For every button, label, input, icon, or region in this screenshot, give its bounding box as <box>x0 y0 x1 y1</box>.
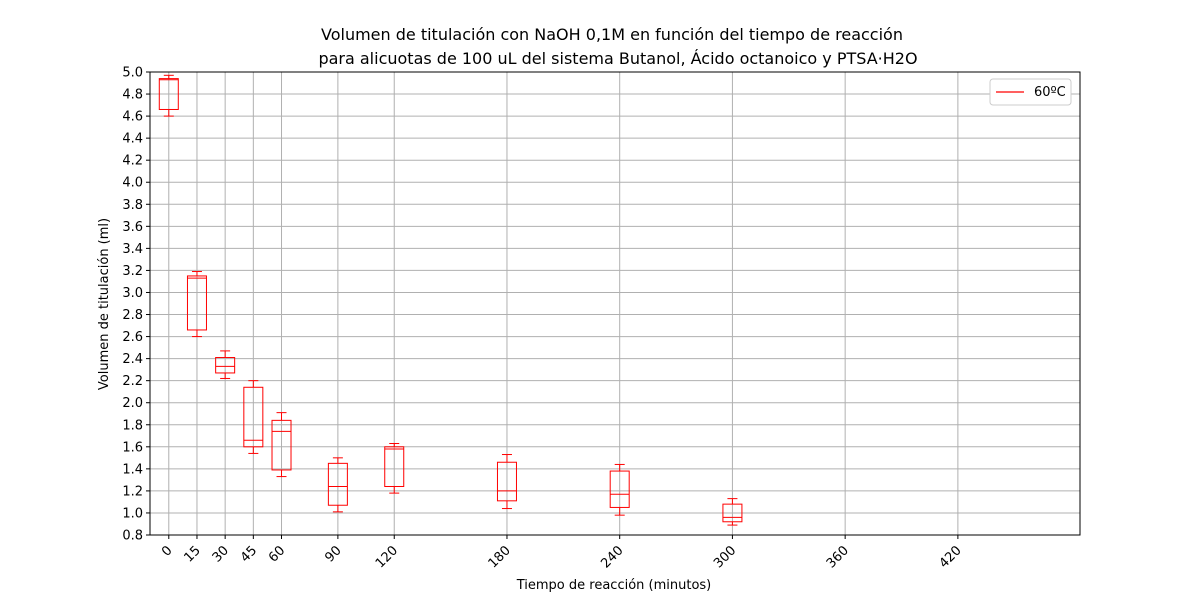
y-tick-label: 4.0 <box>122 176 143 191</box>
box-iqr <box>496 461 517 502</box>
y-tick-label: 1.8 <box>122 418 143 433</box>
legend-label: 60ºC <box>1034 85 1066 100</box>
y-tick-label: 3.8 <box>122 198 143 213</box>
box-60 <box>271 412 292 478</box>
plot-area-frame <box>149 71 1081 536</box>
legend-frame <box>989 78 1072 106</box>
box-iqr <box>609 470 630 508</box>
box-180 <box>496 454 517 510</box>
y-tick-label: 1.6 <box>122 440 143 455</box>
box-90 <box>327 457 348 513</box>
box-iqr <box>186 275 207 331</box>
y-tick-label: 2.4 <box>122 352 143 367</box>
box-iqr <box>722 503 743 523</box>
y-tick-label: 2.0 <box>122 396 143 411</box>
y-tick-label: 2.8 <box>122 308 143 323</box>
y-tick-label: 1.4 <box>122 462 143 477</box>
box-iqr <box>384 446 405 487</box>
y-tick-label: 2.6 <box>122 330 143 345</box>
y-tick-label: 0.8 <box>122 529 143 544</box>
y-axis-label: Volumen de titulación (ml) <box>97 218 112 390</box>
y-tick-label: 4.8 <box>122 88 143 103</box>
grid-lines <box>150 71 1080 536</box>
x-axis-label: Tiempo de reacción (minutos) <box>516 578 712 593</box>
box-240 <box>609 463 630 516</box>
legend: 60ºC <box>989 78 1072 106</box>
y-tick-label: 4.2 <box>122 154 143 169</box>
y-axis-ticks: 0.8 1.0 1.2 1.4 1.6 1.8 2.0 2.2 2.4 2.6 2.8 3.0 3.2 3… <box>122 66 150 544</box>
y-tick-label: 4.4 <box>122 132 143 147</box>
chart-title-line-2: para alicuotas de 100 uL del sistema But… <box>318 49 917 68</box>
box-iqr <box>243 386 264 448</box>
box-120 <box>384 443 405 494</box>
y-tick-label: 3.6 <box>122 220 143 235</box>
y-tick-label: 1.2 <box>122 484 143 499</box>
box-iqr <box>158 78 179 110</box>
box-iqr <box>215 357 236 374</box>
box-0 <box>158 74 179 117</box>
box-15 <box>186 271 207 338</box>
y-tick-label: 2.2 <box>122 374 143 389</box>
box-series <box>158 74 743 526</box>
box-45 <box>243 380 264 454</box>
box-iqr <box>327 462 348 506</box>
y-tick-label: 1.0 <box>122 506 143 521</box>
y-tick-label: 3.0 <box>122 286 143 301</box>
y-tick-label: 3.4 <box>122 242 143 257</box>
box-30 <box>215 350 236 379</box>
y-tick-label: 5.0 <box>122 66 143 81</box>
box-300 <box>722 498 743 526</box>
y-tick-label: 3.2 <box>122 264 143 279</box>
chart-title-line-1: Volumen de titulación con NaOH 0,1M en f… <box>321 25 903 44</box>
box-iqr <box>271 419 292 471</box>
y-tick-label: 4.6 <box>122 110 143 125</box>
